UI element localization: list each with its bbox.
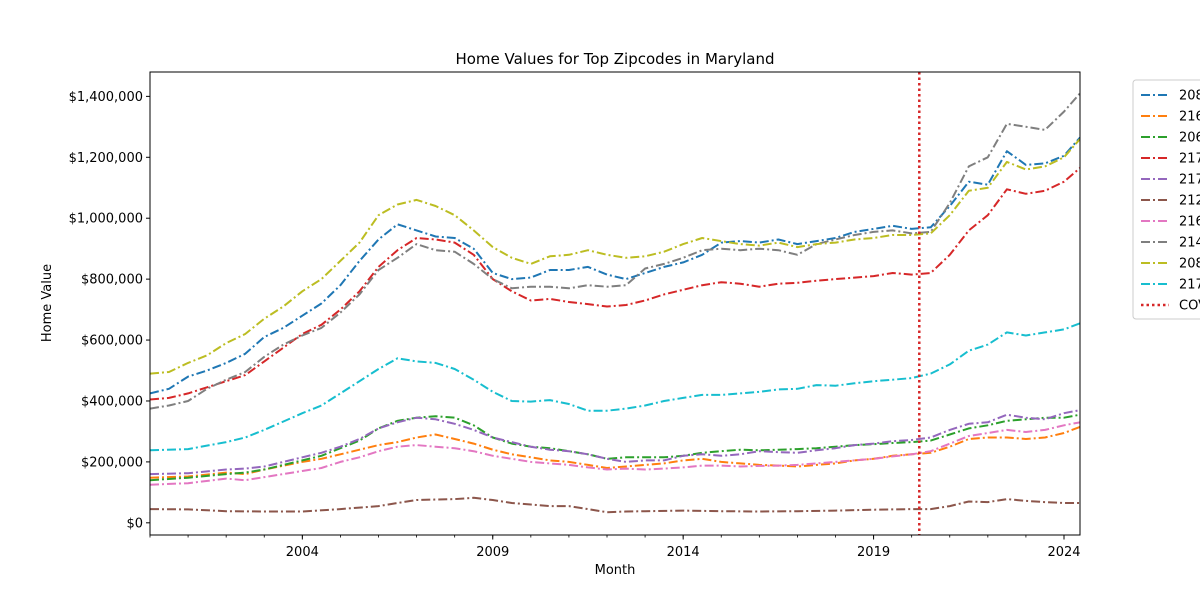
x-tick-label: 2014 xyxy=(667,545,700,560)
legend-label: 214 xyxy=(1179,236,1200,251)
y-tick-label: $1,200,000 xyxy=(69,151,143,166)
series-line-1 xyxy=(150,136,1080,395)
y-tick-label: $600,000 xyxy=(81,334,143,349)
series-line-9 xyxy=(150,138,1080,375)
series-line-4 xyxy=(150,167,1080,401)
x-tick-label: 2024 xyxy=(1047,545,1080,560)
legend-label: 216 xyxy=(1179,110,1200,125)
legend-label: 208 xyxy=(1179,257,1200,272)
y-tick-label: $0 xyxy=(126,516,143,531)
series-line-8 xyxy=(150,92,1080,410)
y-tick-label: $400,000 xyxy=(81,394,143,409)
y-tick-label: $200,000 xyxy=(81,455,143,470)
legend-label: 208 xyxy=(1179,89,1200,104)
y-axis-label: Home Value xyxy=(40,264,55,342)
x-tick-label: 2009 xyxy=(476,545,509,560)
chart-title: Home Values for Top Zipcodes in Maryland xyxy=(455,50,774,68)
series-line-5 xyxy=(150,409,1080,476)
x-tick-label: 2004 xyxy=(286,545,319,560)
legend-label: 206 xyxy=(1179,131,1200,146)
series-group xyxy=(150,72,1080,535)
series-line-6 xyxy=(150,496,1080,514)
x-axis-label: Month xyxy=(595,563,636,578)
legend-label: 217 xyxy=(1179,152,1200,167)
series-line-10 xyxy=(150,322,1080,452)
legend-label: 212 xyxy=(1179,194,1200,209)
legend-label: COV xyxy=(1179,299,1200,314)
x-tick-label: 2019 xyxy=(857,545,890,560)
series-line-3 xyxy=(150,413,1080,482)
y-tick-label: $1,000,000 xyxy=(69,212,143,227)
plot-area: $0 $200,000 $400,000 $600,000 $800,000 $1,000… xyxy=(69,71,1081,560)
axes-frame xyxy=(149,71,1081,536)
series-line-7 xyxy=(150,421,1080,486)
legend-label: 217 xyxy=(1179,173,1200,188)
y-tick-label: $800,000 xyxy=(81,273,143,288)
legend-label: 217 xyxy=(1179,278,1200,293)
legend-label: 216 xyxy=(1179,215,1200,230)
legend: 208 216 206 217 217 212 216 214 208 217 COV xyxy=(1132,79,1200,320)
series-line-2 xyxy=(150,425,1080,479)
y-tick-label: $1,400,000 xyxy=(69,90,143,105)
